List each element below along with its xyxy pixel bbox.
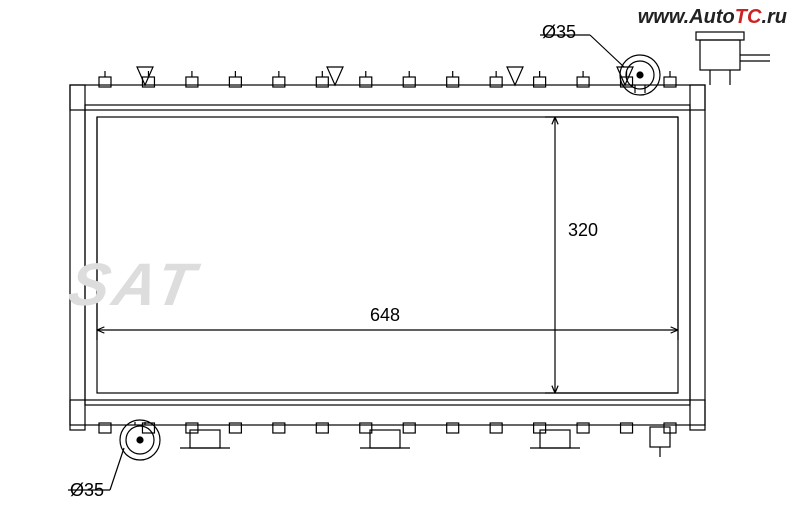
dim-height: 320 xyxy=(568,220,598,241)
dim-inlet-dia: Ø35 xyxy=(542,22,576,43)
radiator-drawing xyxy=(0,0,799,527)
dim-width: 648 xyxy=(370,305,400,326)
dim-outlet-dia: Ø35 xyxy=(70,480,104,501)
